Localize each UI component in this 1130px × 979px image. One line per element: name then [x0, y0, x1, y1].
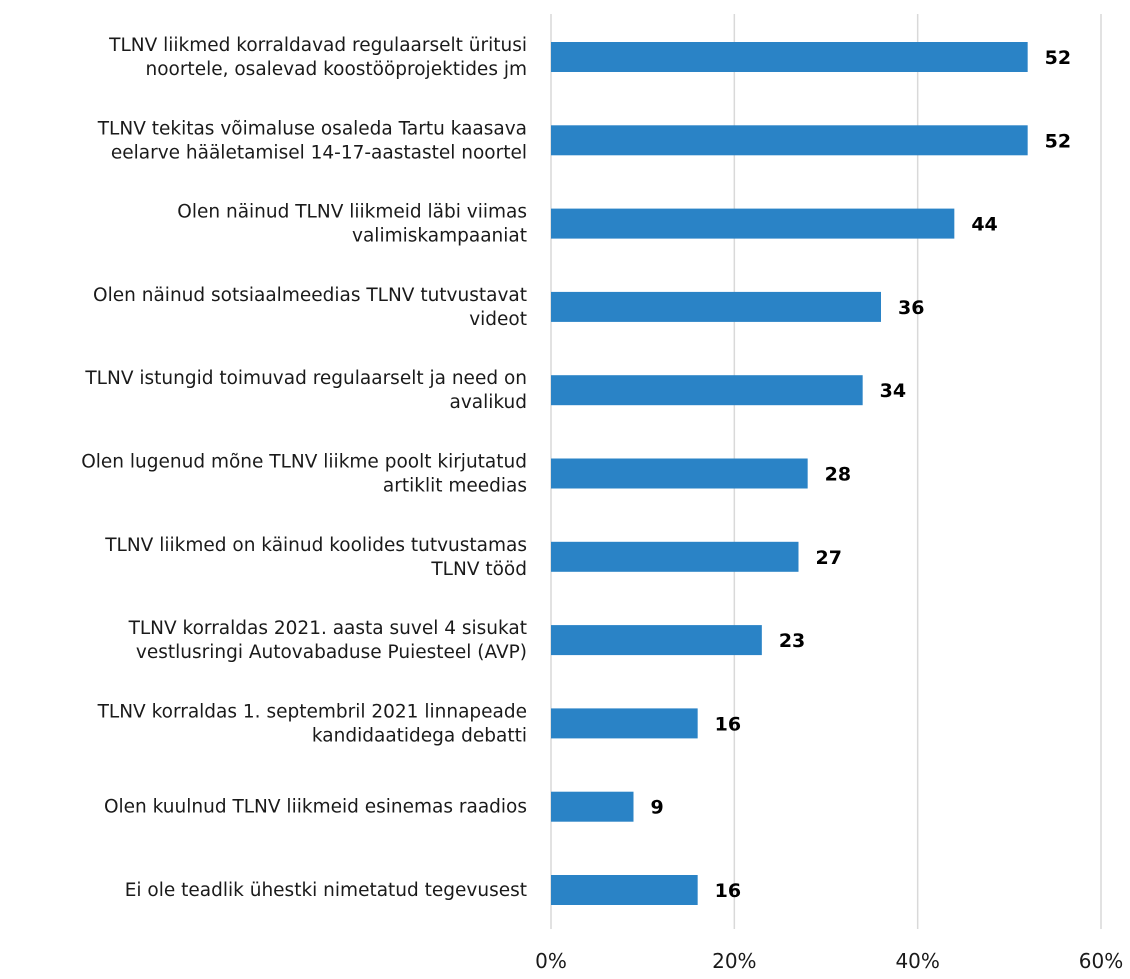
data-label: 23 [779, 630, 805, 652]
category-label: TLNV korraldas 2021. aasta suvel 4 sisuk… [128, 618, 527, 639]
bar [551, 625, 762, 656]
category-label: vestlusringi Autovabaduse Puiesteel (AVP… [136, 642, 527, 663]
data-label: 16 [715, 880, 741, 902]
x-tick-label: 60% [1079, 949, 1123, 973]
category-label: Olen näinud sotsiaalmeedias TLNV tutvust… [93, 285, 527, 306]
category-label: avalikud [449, 392, 527, 413]
bar [551, 291, 881, 322]
category-label: artiklit meedias [383, 476, 527, 497]
bars [551, 42, 1028, 905]
category-label: TLNV istungid toimuvad regulaarselt ja n… [84, 368, 527, 389]
x-tick-label: 20% [712, 949, 756, 973]
category-label: Olen lugenud mõne TLNV liikme poolt kirj… [81, 452, 527, 473]
data-label: 16 [715, 713, 741, 735]
data-label: 52 [1045, 47, 1071, 69]
bar [551, 125, 1028, 156]
category-label: TLNV tekitas võimaluse osaleda Tartu kaa… [97, 118, 527, 139]
x-tick-label: 0% [535, 949, 567, 973]
bar [551, 458, 808, 489]
category-label: Olen kuulnud TLNV liikmeid esinemas raad… [104, 797, 527, 818]
category-label: videot [469, 309, 527, 330]
category-label: eelarve hääletamisel 14-17-aastastel noo… [111, 142, 527, 163]
category-label: TLNV liikmed korraldavad regulaarselt ür… [108, 35, 527, 56]
value-labels: 52 52 44 36 34 28 27 23 16 9 16 [651, 47, 1072, 902]
data-label: 34 [880, 380, 906, 402]
category-label: Ei ole teadlik ühestki nimetatud tegevus… [125, 880, 527, 901]
x-tick-label: 40% [895, 949, 939, 973]
category-labels: TLNV liikmed korraldavad regulaarselt ür… [81, 35, 527, 901]
bar [551, 208, 955, 239]
x-axis-tick-labels: 0% 20% 40% 60% [535, 949, 1123, 973]
category-label: kandidaatidega debatti [312, 725, 527, 746]
category-label: TLNV liikmed on käinud koolides tutvusta… [104, 535, 527, 556]
bar [551, 791, 634, 822]
data-label: 27 [816, 547, 842, 569]
bar [551, 42, 1028, 72]
bar [551, 375, 863, 406]
category-label: valimiskampaaniat [352, 226, 527, 247]
bar [551, 541, 799, 572]
data-label: 52 [1045, 130, 1071, 152]
category-label: TLNV korraldas 1. septembril 2021 linnap… [97, 701, 527, 722]
data-label: 9 [651, 797, 664, 819]
category-label: TLNV tööd [430, 559, 527, 580]
data-label: 28 [825, 464, 851, 486]
data-label: 44 [971, 214, 997, 236]
category-label: noortele, osalevad koostööprojektides jm [145, 59, 527, 80]
bar [551, 875, 698, 905]
category-label: Olen näinud TLNV liikmeid läbi viimas [177, 202, 527, 223]
data-label: 36 [898, 297, 924, 319]
bar [551, 708, 698, 739]
